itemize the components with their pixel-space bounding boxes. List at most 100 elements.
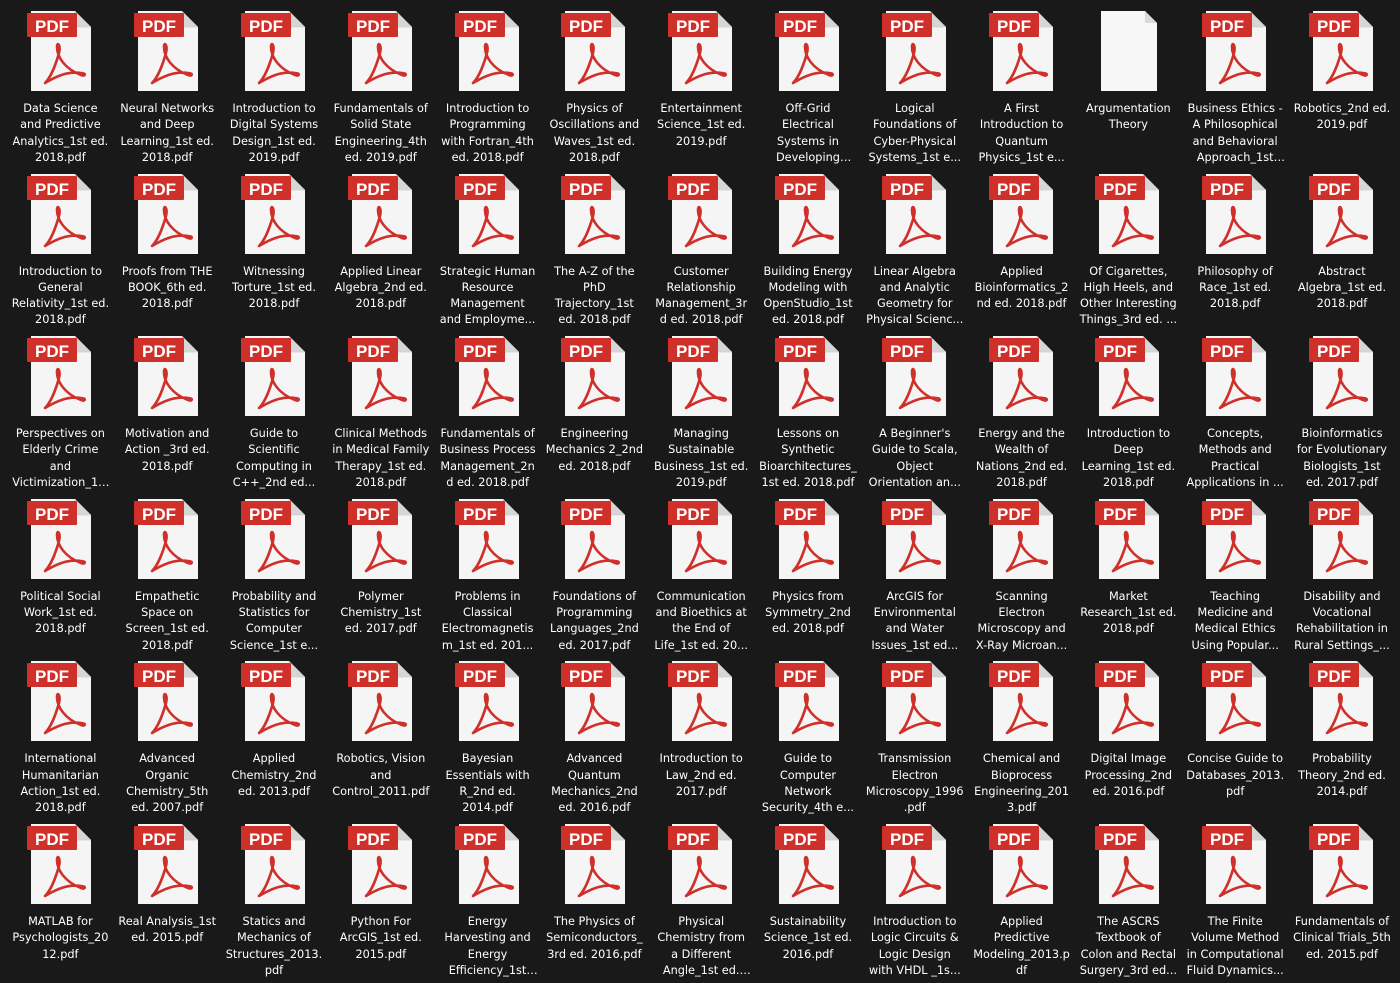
file-item[interactable]: PDF Probability Theory_2nd ed. 2014.pdf <box>1289 657 1396 820</box>
file-item[interactable]: PDF Market Research_1st ed. 2018.pdf <box>1075 495 1182 658</box>
file-item[interactable]: PDF Disability and Vocational Rehabilita… <box>1289 495 1396 658</box>
file-item[interactable]: PDF Communication and Bioethics at the E… <box>648 495 755 658</box>
file-item[interactable]: PDF Lessons on Synthetic Bioarchitecture… <box>755 332 862 495</box>
pdf-file-icon: PDF <box>1308 334 1375 418</box>
file-item[interactable]: PDF Advanced Quantum Mechanics_2nd ed. 2… <box>541 657 648 820</box>
file-name-label: Physics of Oscillations and Waves_1st ed… <box>549 102 640 164</box>
file-item[interactable]: PDF Applied Chemistry_2nd ed. 2013.pdf <box>221 657 328 820</box>
file-name-label: Clinical Methods in Medical Family Thera… <box>332 427 430 490</box>
svg-text:PDF: PDF <box>1317 505 1351 524</box>
file-item[interactable]: PDF Motivation and Action _3rd ed. 2018.… <box>114 332 221 495</box>
file-item[interactable]: PDF Introduction to Digital Systems Desi… <box>221 7 328 170</box>
svg-text:PDF: PDF <box>676 17 710 36</box>
file-item[interactable]: PDF Energy Harvesting and Energy Efficie… <box>434 820 541 983</box>
file-item[interactable]: PDF The Finite Volume Method in Computat… <box>1182 820 1289 983</box>
svg-text:PDF: PDF <box>356 342 390 361</box>
file-name-label: Linear Algebra and Analytic Geometry for… <box>866 264 964 327</box>
file-item[interactable]: PDF Foundations of Programming Languages… <box>541 495 648 658</box>
file-item[interactable]: PDF Logical Foundations of Cyber-Physica… <box>861 7 968 170</box>
file-item[interactable]: PDF Managing Sustainable Business_1st ed… <box>648 332 755 495</box>
file-item[interactable]: PDF Of Cigarettes, High Heels, and Other… <box>1075 170 1182 333</box>
file-item[interactable]: PDF Robotics_2nd ed. 2019.pdf <box>1289 7 1396 170</box>
file-item[interactable]: PDF Sustainability Science_1st ed. 2016.… <box>755 820 862 983</box>
file-item[interactable]: PDF Guide to Scientific Computing in C++… <box>221 332 328 495</box>
pdf-file-icon: PDF <box>1095 334 1161 418</box>
file-item[interactable]: PDF Proofs from THE BOOK_6th ed. 2018.pd… <box>114 170 221 333</box>
svg-text:PDF: PDF <box>783 667 817 686</box>
file-item[interactable]: PDF Transmission Electron Microscopy_199… <box>861 657 968 820</box>
file-item[interactable]: PDF Teaching Medicine and Medical Ethics… <box>1182 495 1289 658</box>
file-item[interactable]: PDF Neural Networks and Deep Learning_1s… <box>114 7 221 170</box>
file-item[interactable]: PDF Perspectives on Elderly Crime and Vi… <box>7 332 114 495</box>
file-item[interactable]: PDF Clinical Methods in Medical Family T… <box>327 332 434 495</box>
pdf-file-icon: PDF <box>240 659 307 743</box>
file-item[interactable]: PDF Applied Bioinformatics_2nd ed. 2018.… <box>968 170 1075 333</box>
file-item[interactable]: PDF ArcGIS for Environmental and Water I… <box>861 495 968 658</box>
svg-text:PDF: PDF <box>1317 667 1351 686</box>
file-item[interactable]: PDF Introduction to Law_2nd ed. 2017.pdf <box>648 657 755 820</box>
pdf-file-icon: PDF <box>988 334 1055 418</box>
file-item[interactable]: PDF Advanced Organic Chemistry_5th ed. 2… <box>114 657 221 820</box>
file-item[interactable]: PDF Bioinformatics for Evolutionary Biol… <box>1289 332 1396 495</box>
file-name-label: Robotics, Vision and Control_2011.pdf <box>332 752 430 798</box>
file-item[interactable]: PDF Scanning Electron Microscopy and X-R… <box>968 495 1075 658</box>
file-item[interactable]: PDF Guide to Computer Network Security_4… <box>755 657 862 820</box>
file-item[interactable]: PDF A First Introduction to Quantum Phys… <box>968 7 1075 170</box>
file-name-label: Concise Guide to Databases_2013.pdf <box>1186 752 1285 798</box>
file-item[interactable]: PDF Introduction to Deep Learning_1st ed… <box>1075 332 1182 495</box>
file-item[interactable]: PDF Witnessing Torture_1st ed. 2018.pdf <box>221 170 328 333</box>
file-item[interactable]: PDF Linear Algebra and Analytic Geometry… <box>861 170 968 333</box>
file-item[interactable]: PDF Chemical and Bioprocess Engineering_… <box>968 657 1075 820</box>
file-item[interactable]: PDF Applied Linear Algebra_2nd ed. 2018.… <box>327 170 434 333</box>
file-item[interactable]: PDF Problems in Classical Electromagneti… <box>434 495 541 658</box>
file-item[interactable]: PDF Abstract Algebra_1st ed. 2018.pdf <box>1289 170 1396 333</box>
file-item[interactable]: PDF Probability and Statistics for Compu… <box>221 495 328 658</box>
file-item[interactable]: PDF Physics of Oscillations and Waves_1s… <box>541 7 648 170</box>
file-item[interactable]: PDF Political Social Work_1st ed. 2018.p… <box>7 495 114 658</box>
file-item[interactable]: PDF Concise Guide to Databases_2013.pdf <box>1182 657 1289 820</box>
file-item[interactable]: PDF Real Analysis_1st ed. 2015.pdf <box>114 820 221 983</box>
file-item[interactable]: PDF International Humanitarian Action_1s… <box>7 657 114 820</box>
file-item[interactable]: PDF Statics and Mechanics of Structures_… <box>221 820 328 983</box>
file-item[interactable]: PDF The A-Z of the PhD Trajectory_1st ed… <box>541 170 648 333</box>
file-item[interactable]: PDF MATLAB for Psychologists_2012.pdf <box>7 820 114 983</box>
file-item[interactable]: PDF Entertainment Science_1st ed. 2019.p… <box>648 7 755 170</box>
file-item[interactable]: PDF Empathetic Space on Screen_1st ed. 2… <box>114 495 221 658</box>
pdf-file-icon: PDF <box>561 497 627 581</box>
file-item[interactable]: PDF Introduction to Logic Circuits & Log… <box>861 820 968 983</box>
file-item[interactable]: PDF Fundamentals of Solid State Engineer… <box>327 7 434 170</box>
file-item[interactable]: PDF Physical Chemistry from a Different … <box>648 820 755 983</box>
file-item[interactable]: Argumentation Theory <box>1075 7 1182 170</box>
file-item[interactable]: PDF Concepts, Methods and Practical Appl… <box>1182 332 1289 495</box>
file-name-label: Sustainability Science_1st ed. 2016.pdf <box>763 914 853 961</box>
file-item[interactable]: PDF The Physics of Semiconductors_3rd ed… <box>541 820 648 983</box>
file-item[interactable]: PDF Data Science and Predictive Analytic… <box>7 7 114 170</box>
file-item[interactable]: PDF Bayesian Essentials with R_2nd ed. 2… <box>434 657 541 820</box>
svg-text:PDF: PDF <box>1210 830 1244 849</box>
file-item[interactable]: PDF Engineering Mechanics 2_2nd ed. 2018… <box>541 332 648 495</box>
file-item[interactable]: PDF Applied Predictive Modeling_2013.pdf <box>968 820 1075 983</box>
file-item[interactable]: PDF Introduction to General Relativity_1… <box>7 170 114 333</box>
file-item[interactable]: PDF Strategic Human Resource Management … <box>434 170 541 333</box>
file-item[interactable]: PDF Off-Grid Electrical Systems in Devel… <box>755 7 862 170</box>
file-name-label: Guide to Scientific Computing in C++_2nd… <box>232 427 316 490</box>
file-item[interactable]: PDF Digital Image Processing_2nd ed. 201… <box>1075 657 1182 820</box>
file-item[interactable]: PDF Energy and the Wealth of Nations_2nd… <box>968 332 1075 495</box>
file-item[interactable]: PDF Customer Relationship Management_3rd… <box>648 170 755 333</box>
svg-text:PDF: PDF <box>676 505 710 524</box>
file-item[interactable]: PDF Building Energy Modeling with OpenSt… <box>755 170 862 333</box>
file-item[interactable]: PDF Fundamentals of Clinical Trials_5th … <box>1289 820 1396 983</box>
file-item[interactable]: PDF Fundamentals of Business Process Man… <box>434 332 541 495</box>
file-item[interactable]: PDF The ASCRS Textbook of Colon and Rect… <box>1075 820 1182 983</box>
file-item[interactable]: PDF Physics from Symmetry_2nd ed. 2018.p… <box>755 495 862 658</box>
file-item[interactable]: PDF Philosophy of Race_1st ed. 2018.pdf <box>1182 170 1289 333</box>
file-item[interactable]: PDF Polymer Chemistry_1st ed. 2017.pdf <box>327 495 434 658</box>
file-item[interactable]: PDF Robotics, Vision and Control_2011.pd… <box>327 657 434 820</box>
file-item[interactable]: PDF Introduction to Programming with For… <box>434 7 541 170</box>
file-item[interactable]: PDF Python For ArcGIS_1st ed. 2015.pdf <box>327 820 434 983</box>
file-item[interactable]: PDF Business Ethics - A Philosophical an… <box>1182 7 1289 170</box>
pdf-file-icon: PDF <box>881 659 948 743</box>
svg-text:PDF: PDF <box>1103 667 1137 686</box>
file-item[interactable]: PDF A Beginner's Guide to Scala, Object … <box>861 332 968 495</box>
pdf-file-icon: PDF <box>27 172 93 256</box>
